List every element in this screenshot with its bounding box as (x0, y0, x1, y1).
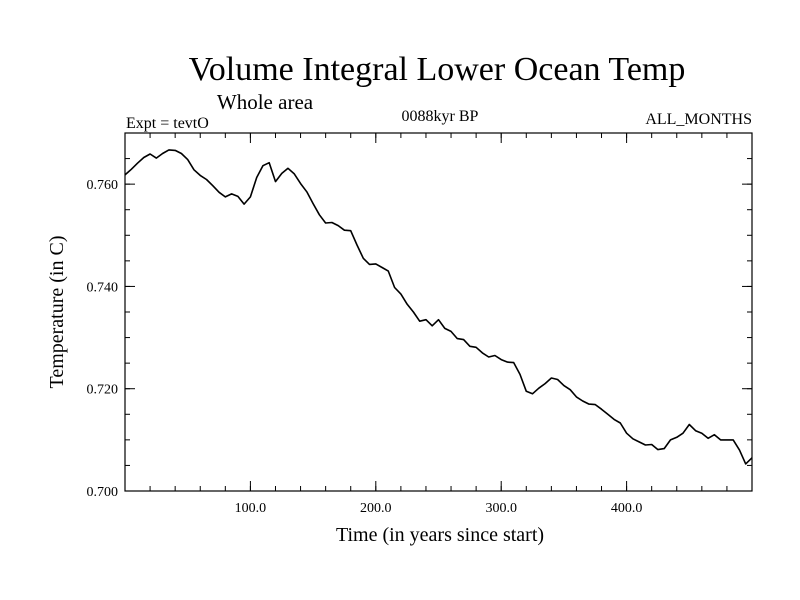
plot-frame (124, 132, 753, 492)
tick-marks (125, 133, 752, 492)
y-axis-label: Temperature (in C) (46, 236, 68, 389)
months-label: ALL_MONTHS (645, 111, 752, 128)
x-tick-label: 200.0 (360, 501, 392, 516)
series-line (124, 149, 753, 465)
experiment-label: Expt = tevtO (126, 115, 209, 132)
x-tick-label: 300.0 (485, 501, 517, 516)
x-axis-label: Time (in years since start) (336, 524, 544, 546)
chart-title: Volume Integral Lower Ocean Temp (189, 51, 686, 88)
y-tick-label: 0.720 (87, 383, 119, 398)
chart-subtitle: Whole area (217, 90, 314, 114)
x-tick-label: 100.0 (235, 501, 267, 516)
epoch-label: 0088kyr BP (402, 108, 479, 125)
y-tick-label: 0.740 (87, 280, 119, 295)
y-tick-label: 0.700 (87, 485, 119, 500)
y-tick-label: 0.760 (87, 178, 119, 193)
tick-labels: 100.0 200.0 300.0 400.0 0.700 0.720 0.740 0.760 (87, 178, 643, 516)
x-tick-label: 400.0 (611, 501, 643, 516)
